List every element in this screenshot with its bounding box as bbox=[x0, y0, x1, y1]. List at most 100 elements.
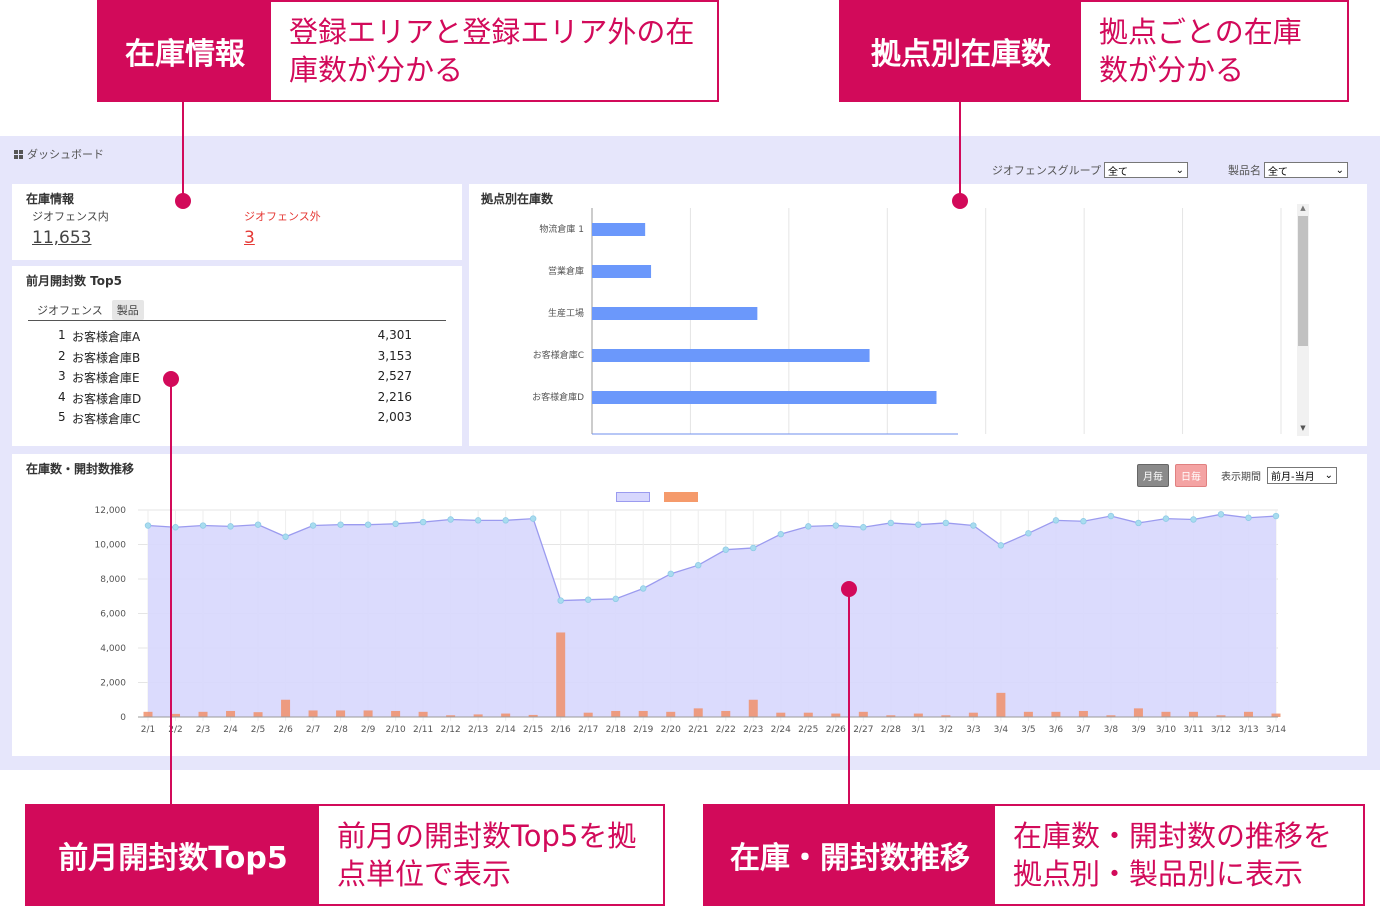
stock-inside-label: ジオフェンス内 bbox=[32, 210, 109, 223]
bar-opened bbox=[308, 710, 318, 717]
monthly-button[interactable]: 月毎 bbox=[1137, 464, 1169, 487]
callout-tag: 拠点別在庫数 bbox=[841, 2, 1081, 100]
select-value: 全て bbox=[1108, 166, 1128, 178]
x-tick-label: 2/27 bbox=[853, 725, 873, 735]
x-tick-label: 2/5 bbox=[251, 725, 265, 735]
legend-item-opened bbox=[664, 492, 702, 503]
bar-category-label: お客様倉庫C bbox=[533, 349, 584, 361]
tab-product[interactable]: 製品 bbox=[111, 300, 144, 320]
x-tick-label: 2/14 bbox=[496, 725, 516, 735]
top5-panel: 前月開封数 Top5 ジオフェンス 製品 1 お客様倉庫A 4,301 2 お客様倉庫B… bbox=[12, 266, 462, 446]
x-tick-label: 2/21 bbox=[688, 725, 708, 735]
x-tick-label: 2/13 bbox=[468, 725, 488, 735]
x-tick-label: 3/12 bbox=[1211, 725, 1231, 735]
bar-opened bbox=[556, 632, 566, 717]
bar-opened bbox=[748, 699, 758, 717]
scroll-down-icon[interactable]: ▼ bbox=[1300, 424, 1306, 432]
bar-category-label: 営業倉庫 bbox=[548, 265, 584, 277]
rank-value: 2,003 bbox=[377, 410, 412, 424]
stock-inside-value[interactable]: 11,653 bbox=[32, 228, 92, 248]
x-tick-label: 3/4 bbox=[994, 725, 1009, 735]
rank-number: 3 bbox=[58, 369, 66, 383]
callout-desc: 前月の開封数Top5を拠点単位で表示 bbox=[337, 819, 637, 891]
data-point-stock bbox=[419, 518, 427, 526]
data-point-stock bbox=[1162, 515, 1170, 522]
x-tick-label: 3/14 bbox=[1266, 725, 1286, 735]
bar-opened bbox=[721, 710, 731, 717]
data-point-stock bbox=[722, 546, 729, 553]
data-point-stock bbox=[1245, 514, 1252, 521]
bar-opened bbox=[1216, 715, 1226, 717]
bar-opened bbox=[1078, 710, 1088, 717]
bar-opened bbox=[143, 711, 153, 717]
x-tick-label: 3/9 bbox=[1131, 725, 1146, 735]
product-select[interactable]: 全て ⌄ bbox=[1264, 162, 1348, 178]
tab-divider bbox=[28, 320, 446, 321]
data-point-stock bbox=[1217, 511, 1225, 518]
bar-opened bbox=[1243, 711, 1253, 717]
scrollbar[interactable]: ▲ ▼ bbox=[1297, 204, 1309, 436]
list-item: 3 お客様倉庫E 2,527 bbox=[58, 369, 412, 386]
scrollbar-thumb[interactable] bbox=[1298, 216, 1308, 346]
y-tick-label: 8,000 bbox=[100, 575, 126, 585]
scroll-up-icon[interactable]: ▲ bbox=[1300, 204, 1306, 212]
trend-controls: 月毎 日毎 表示期間 前月-当月 ⌄ bbox=[1137, 464, 1337, 487]
bar-opened bbox=[281, 699, 291, 717]
x-tick-label: 3/6 bbox=[1049, 725, 1064, 735]
rank-number: 2 bbox=[58, 348, 66, 363]
data-point-stock bbox=[997, 542, 1005, 549]
product-filter: 製品名 全て ⌄ bbox=[1228, 162, 1348, 178]
rank-name: お客様倉庫B bbox=[72, 350, 141, 365]
bar-opened bbox=[1271, 713, 1281, 717]
data-point-stock bbox=[447, 516, 454, 523]
geofence-group-select[interactable]: 全て ⌄ bbox=[1104, 162, 1188, 178]
period-select[interactable]: 前月-当月 ⌄ bbox=[1267, 467, 1337, 484]
x-tick-label: 2/3 bbox=[196, 725, 210, 735]
daily-button[interactable]: 日毎 bbox=[1175, 464, 1207, 487]
pin-marker bbox=[163, 371, 179, 387]
select-value: 前月-当月 bbox=[1271, 472, 1315, 483]
callout-by-site: 拠点別在庫数 拠点ごとの在庫数が分かる bbox=[839, 0, 1349, 102]
data-point-stock bbox=[1190, 516, 1197, 523]
data-point-stock bbox=[584, 596, 592, 603]
data-point-stock bbox=[942, 519, 950, 527]
stock-outside-value[interactable]: 3 bbox=[244, 228, 255, 248]
chevron-down-icon: ⌄ bbox=[1335, 164, 1344, 176]
data-point-stock bbox=[282, 533, 289, 540]
bar-opened bbox=[886, 715, 896, 717]
x-tick-label: 2/22 bbox=[716, 725, 736, 735]
filters: ジオフェンスグループ 全て ⌄ 製品名 全て ⌄ bbox=[992, 162, 1348, 178]
bar-opened bbox=[1188, 711, 1198, 717]
data-point-stock bbox=[832, 522, 840, 529]
pin-marker bbox=[952, 193, 968, 209]
bar-opened bbox=[583, 712, 593, 717]
dashboard: ダッシュボード ジオフェンスグループ 全て ⌄ 製品名 全て ⌄ 在庫情報 ジオフェ… bbox=[0, 136, 1380, 770]
stock-outside-label: ジオフェンス外 bbox=[244, 210, 321, 223]
rank-value: 3,153 bbox=[377, 348, 412, 363]
by-site-panel: 拠点別在庫数 物流倉庫 1 営業倉庫 生産工場 お客様倉庫C お客様倉庫D ▲ ▼ bbox=[469, 184, 1367, 446]
bar-opened bbox=[968, 712, 978, 717]
x-tick-label: 3/13 bbox=[1238, 725, 1258, 735]
bar-opened bbox=[198, 711, 208, 717]
pin-marker bbox=[175, 193, 191, 209]
rank-name: お客様倉庫A bbox=[72, 330, 141, 344]
connector-line bbox=[182, 102, 184, 200]
data-point-stock bbox=[695, 561, 702, 569]
data-point-stock bbox=[970, 522, 977, 529]
x-tick-label: 2/2 bbox=[168, 725, 182, 735]
data-point-stock bbox=[557, 597, 564, 604]
x-tick-label: 2/25 bbox=[798, 725, 818, 735]
trend-legend bbox=[616, 492, 702, 503]
data-point-stock bbox=[199, 522, 207, 529]
callout-tag: 前月開封数Top5 bbox=[27, 806, 319, 904]
list-item: 2 お客様倉庫B 3,153 bbox=[58, 349, 412, 366]
chevron-down-icon: ⌄ bbox=[1324, 470, 1333, 481]
bar-opened bbox=[858, 711, 868, 717]
callout-stock-info: 在庫情報 登録エリアと登録エリア外の在庫数が分かる bbox=[97, 0, 719, 102]
rank-value: 4,301 bbox=[377, 328, 412, 342]
data-point-stock bbox=[777, 530, 784, 538]
bar-opened bbox=[941, 715, 951, 717]
tab-geofence[interactable]: ジオフェンス bbox=[37, 304, 103, 317]
data-point-stock bbox=[1052, 517, 1060, 524]
